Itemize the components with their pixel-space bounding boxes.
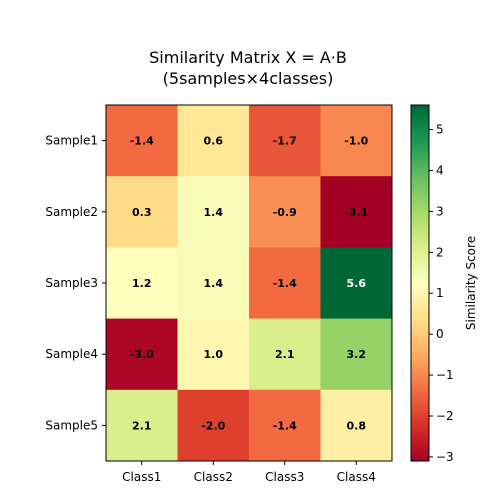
x-tick-label: Class2 xyxy=(194,470,233,484)
y-tick-label: Sample5 xyxy=(45,418,98,432)
heatmap-cell xyxy=(106,318,178,391)
colorbar-tick-label: 1 xyxy=(436,286,444,300)
heatmap-cell xyxy=(249,389,321,462)
heatmap-cell xyxy=(177,247,250,320)
heatmap-cell xyxy=(177,389,250,462)
y-tick-label: Sample3 xyxy=(45,276,98,290)
cell-value-label: 1.4 xyxy=(204,277,224,290)
colorbar-tick-label: 2 xyxy=(436,245,444,259)
x-tick-label: Class3 xyxy=(265,470,304,484)
colorbar-tick-label: −2 xyxy=(436,409,454,423)
heatmap-cell xyxy=(177,105,250,177)
heatmap-cell xyxy=(249,247,321,320)
heatmap-cell xyxy=(106,176,178,248)
x-tick-label: Class1 xyxy=(122,470,161,484)
cell-value-label: -1.7 xyxy=(273,135,297,148)
heatmap-cell xyxy=(320,247,393,320)
heatmap-cell xyxy=(320,105,393,177)
chart-subtitle: (5samples×4classes) xyxy=(163,69,334,88)
cell-value-label: -3.1 xyxy=(344,206,368,219)
heatmap-cell xyxy=(249,176,321,248)
cell-value-label: 3.2 xyxy=(347,348,367,361)
cell-value-label: 0.3 xyxy=(132,206,152,219)
cell-value-label: -3.0 xyxy=(130,348,154,361)
heatmap-cell xyxy=(249,318,321,391)
colorbar-tick-label: 5 xyxy=(436,123,444,137)
colorbar-tick-label: 0 xyxy=(436,327,444,341)
colorbar-tick-label: −1 xyxy=(436,368,454,382)
heatmap-cell xyxy=(249,105,321,177)
colorbar-tick-label: −3 xyxy=(436,450,454,464)
cell-value-label: 0.6 xyxy=(204,135,224,148)
cell-value-label: -0.9 xyxy=(273,206,297,219)
cell-value-label: 2.1 xyxy=(132,419,152,432)
colorbar-label: Similarity Score xyxy=(464,236,478,330)
cell-value-label: 2.1 xyxy=(275,348,295,361)
cell-value-label: 5.6 xyxy=(347,277,367,290)
colorbar-tick-label: 4 xyxy=(436,163,444,177)
x-axis: Class1 Class2 Class3 Class4 xyxy=(122,461,376,484)
cell-value-label: 1.2 xyxy=(132,277,152,290)
y-tick-label: Sample1 xyxy=(45,134,98,148)
heatmap-cell xyxy=(320,389,393,462)
colorbar xyxy=(411,105,429,461)
heatmap-cell xyxy=(106,389,178,462)
cell-value-labels: -1.4 0.6 -1.7 -1.0 0.3 1.4 -0.9 -3.1 1.2 1.4 -1.4 5… xyxy=(130,135,369,433)
cell-value-label: 1.4 xyxy=(204,206,224,219)
cell-value-label: -1.4 xyxy=(273,419,297,432)
y-axis: Sample1 Sample2 Sample3 Sample4 Sample5 xyxy=(45,134,106,432)
cell-value-label: 1.0 xyxy=(204,348,224,361)
cell-value-label: -1.4 xyxy=(273,277,297,290)
y-tick-label: Sample4 xyxy=(45,347,98,361)
cell-value-label: 0.8 xyxy=(347,419,367,432)
cell-value-label: -1.0 xyxy=(344,135,368,148)
heatmap-cell xyxy=(106,105,178,177)
y-tick-label: Sample2 xyxy=(45,205,98,219)
x-tick-label: Class4 xyxy=(337,470,376,484)
cell-value-label: -2.0 xyxy=(201,419,225,432)
colorbar-tick-label: 3 xyxy=(436,204,444,218)
heatmap-cell xyxy=(177,318,250,391)
heatmap-cell xyxy=(177,176,250,248)
heatmap-cell xyxy=(106,247,178,320)
chart-title: Similarity Matrix X = A·B xyxy=(149,48,347,67)
colorbar-frame xyxy=(410,104,430,462)
heatmap-cell xyxy=(320,176,393,248)
cell-value-label: -1.4 xyxy=(130,135,154,148)
colorbar-ticks: −3 −2 −1 0 1 2 3 4 5 xyxy=(429,123,454,464)
heatmap-cell xyxy=(320,318,393,391)
heatmap-cells xyxy=(106,105,393,462)
